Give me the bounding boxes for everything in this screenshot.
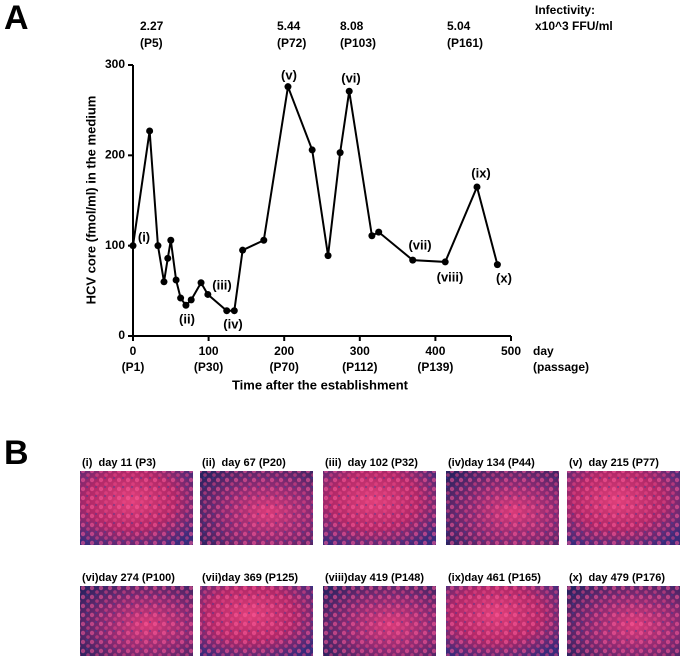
data-point bbox=[172, 276, 180, 284]
micrograph-texture bbox=[80, 471, 193, 545]
point-label: (v) bbox=[281, 67, 297, 82]
x-tick-label: 0 bbox=[130, 344, 137, 358]
micrograph-texture bbox=[80, 586, 193, 656]
point-label: (ix) bbox=[471, 165, 491, 180]
data-point bbox=[336, 149, 344, 157]
data-point bbox=[308, 146, 316, 154]
infectivity-passage: (P72) bbox=[277, 36, 306, 50]
x-tick-passage: (P112) bbox=[342, 360, 377, 374]
infectivity-value: 8.08 bbox=[340, 19, 364, 33]
x-tick-passage: (P1) bbox=[122, 360, 145, 374]
x-sublabel: (passage) bbox=[533, 360, 589, 374]
x-tick-passage: (P30) bbox=[194, 360, 223, 374]
point-label: (iii) bbox=[212, 277, 232, 292]
x-tick-passage: (P70) bbox=[270, 360, 299, 374]
x-tick-label: 300 bbox=[350, 344, 370, 358]
micrograph-texture bbox=[323, 471, 436, 545]
x-tick-passage: (P139) bbox=[417, 360, 453, 374]
infectivity-passage: (P103) bbox=[340, 36, 376, 50]
infectivity-passage: (P5) bbox=[140, 36, 163, 50]
y-tick-label: 200 bbox=[105, 148, 125, 162]
data-point bbox=[230, 307, 238, 315]
data-point bbox=[375, 228, 383, 236]
panel-caption: (ix)day 461 (P165) bbox=[448, 572, 541, 584]
point-label: (vii) bbox=[408, 237, 431, 252]
panel-caption: (iii) day 102 (P32) bbox=[325, 457, 418, 469]
micrograph-texture bbox=[200, 586, 313, 656]
x-tick-label: 500 bbox=[501, 344, 521, 358]
y-tick-label: 300 bbox=[105, 57, 125, 71]
data-point bbox=[324, 252, 332, 260]
panel-caption: (ii) day 67 (P20) bbox=[202, 457, 286, 469]
data-point bbox=[409, 256, 417, 264]
panel-caption: (vi)day 274 (P100) bbox=[82, 572, 175, 584]
micrograph-texture bbox=[323, 586, 436, 656]
x-tick-label: 400 bbox=[425, 344, 445, 358]
data-point bbox=[197, 279, 205, 287]
data-point bbox=[441, 258, 449, 266]
point-label: (ii) bbox=[179, 311, 195, 326]
data-point bbox=[187, 296, 195, 304]
panel-caption: (viii)day 419 (P148) bbox=[325, 572, 424, 584]
data-point bbox=[160, 278, 168, 286]
panel-caption: (i) day 11 (P3) bbox=[82, 457, 156, 469]
y-axis-label: HCV core (fmol/ml) in the medium bbox=[83, 96, 98, 305]
panel-caption: (vii)day 369 (P125) bbox=[202, 572, 298, 584]
point-label: (i) bbox=[138, 229, 150, 244]
micrograph-texture bbox=[446, 471, 559, 545]
panel-caption: (iv)day 134 (P44) bbox=[448, 457, 535, 469]
micrograph-texture bbox=[200, 471, 313, 545]
data-point bbox=[167, 236, 175, 244]
point-label: (x) bbox=[496, 270, 512, 285]
data-point bbox=[473, 183, 481, 191]
data-point bbox=[368, 232, 376, 240]
point-label: (viii) bbox=[437, 269, 464, 284]
data-point bbox=[146, 127, 154, 135]
infectivity-value: 5.04 bbox=[447, 19, 471, 33]
data-point bbox=[493, 261, 501, 269]
x-tick-label: 100 bbox=[199, 344, 219, 358]
panel-label: A bbox=[4, 0, 29, 37]
data-point bbox=[239, 246, 247, 254]
point-label: (iv) bbox=[223, 316, 243, 331]
x-tick-label: 200 bbox=[274, 344, 294, 358]
x-axis-label: Time after the establishment bbox=[232, 377, 409, 392]
data-point bbox=[345, 87, 353, 95]
data-point bbox=[284, 83, 292, 91]
micrograph-texture bbox=[567, 471, 680, 545]
infectivity-value: 2.27 bbox=[140, 19, 164, 33]
data-point bbox=[182, 301, 190, 309]
infectivity-value: 5.44 bbox=[277, 19, 301, 33]
y-tick-label: 0 bbox=[118, 328, 125, 342]
micrograph-texture bbox=[446, 586, 559, 656]
y-tick-label: 100 bbox=[105, 238, 125, 252]
micrograph-texture bbox=[567, 586, 680, 656]
data-point bbox=[260, 236, 268, 244]
data-point bbox=[164, 254, 172, 262]
data-point bbox=[129, 242, 137, 250]
infectivity-unit: x10^3 FFU/ml bbox=[535, 19, 613, 33]
panel-caption: (x) day 479 (P176) bbox=[569, 572, 665, 584]
x-unit: day bbox=[533, 344, 554, 358]
data-point bbox=[204, 290, 212, 298]
panel-label: B bbox=[4, 434, 29, 472]
data-point bbox=[177, 294, 185, 302]
infectivity-passage: (P161) bbox=[447, 36, 483, 50]
panel-caption: (v) day 215 (P77) bbox=[569, 457, 659, 469]
data-point bbox=[154, 242, 162, 250]
data-point bbox=[223, 307, 231, 315]
point-label: (vi) bbox=[341, 70, 361, 85]
infectivity-title: Infectivity: bbox=[535, 3, 595, 17]
